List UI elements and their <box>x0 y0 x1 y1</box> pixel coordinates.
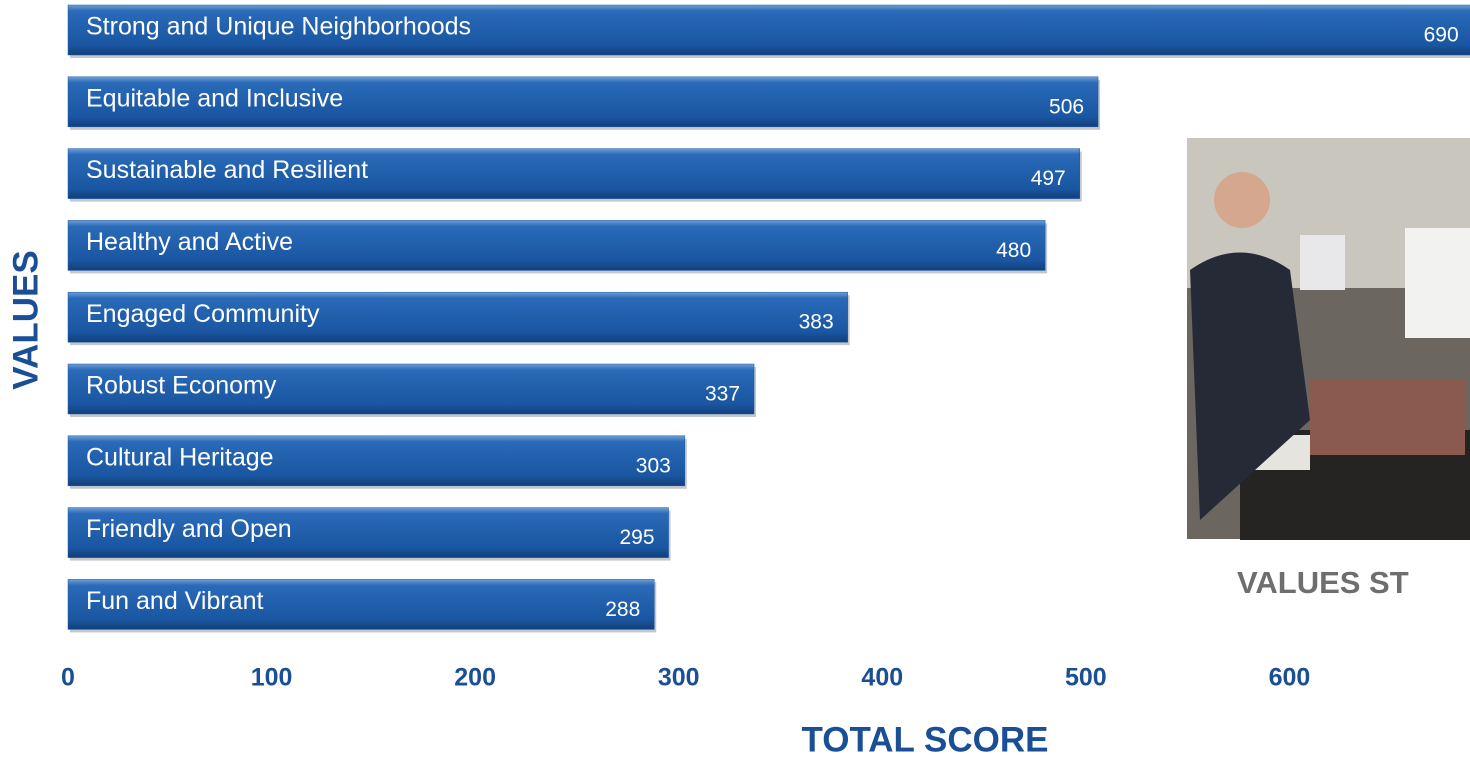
photo-caption: VALUES ST <box>1237 565 1409 600</box>
photo <box>1187 138 1470 540</box>
x-tick-label: 0 <box>61 664 75 692</box>
value-label: 295 <box>619 526 654 549</box>
value-label: 288 <box>605 598 640 621</box>
bar <box>67 435 686 487</box>
bar <box>67 579 655 630</box>
bar <box>67 507 669 558</box>
bar <box>67 148 1080 199</box>
x-tick-label: 400 <box>861 664 903 692</box>
value-label: 506 <box>1049 95 1084 118</box>
value-label: 337 <box>705 383 740 406</box>
x-tick-label: 200 <box>454 664 496 692</box>
x-axis-label: TOTAL SCORE <box>802 720 1049 757</box>
category-label: Robust Economy <box>86 372 277 400</box>
value-label: 383 <box>799 311 834 334</box>
value-label: 497 <box>1031 167 1066 190</box>
bar <box>67 76 1099 128</box>
category-label: Strong and Unique Neighborhoods <box>86 13 471 41</box>
value-label: 690 <box>1424 24 1459 47</box>
bar <box>67 363 755 415</box>
x-tick-label: 500 <box>1065 664 1107 692</box>
category-label: Sustainable and Resilient <box>86 156 368 184</box>
category-label: Healthy and Active <box>86 228 293 256</box>
category-label: Cultural Heritage <box>86 443 274 471</box>
bar <box>67 291 848 343</box>
value-label: 480 <box>996 239 1031 262</box>
category-label: Engaged Community <box>86 300 320 328</box>
bar <box>67 4 1470 56</box>
bar <box>67 220 1046 271</box>
category-label: Friendly and Open <box>86 515 292 543</box>
x-tick-label: 600 <box>1269 664 1311 692</box>
x-tick-label: 300 <box>658 664 700 692</box>
value-label: 303 <box>636 454 671 477</box>
y-axis-label: VALUES <box>6 250 45 389</box>
category-label: Equitable and Inclusive <box>86 84 343 112</box>
x-tick-label: 100 <box>251 664 293 692</box>
category-label: Fun and Vibrant <box>86 587 263 615</box>
